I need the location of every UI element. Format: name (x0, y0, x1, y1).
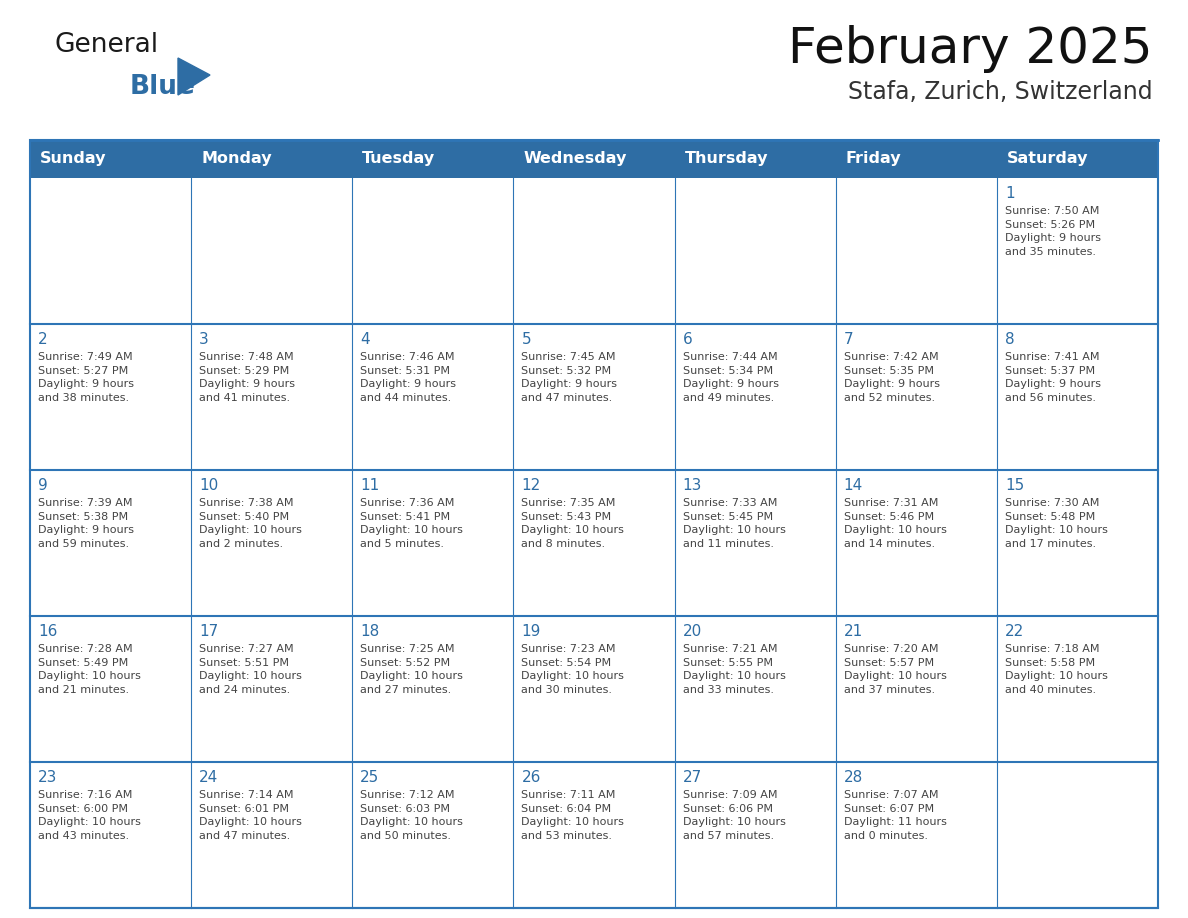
Text: 8: 8 (1005, 332, 1015, 347)
Text: Sunrise: 7:50 AM
Sunset: 5:26 PM
Daylight: 9 hours
and 35 minutes.: Sunrise: 7:50 AM Sunset: 5:26 PM Dayligh… (1005, 206, 1101, 257)
Text: 27: 27 (683, 770, 702, 785)
Text: 13: 13 (683, 478, 702, 493)
Text: Monday: Monday (201, 151, 272, 166)
Text: 14: 14 (843, 478, 862, 493)
Text: Sunrise: 7:21 AM
Sunset: 5:55 PM
Daylight: 10 hours
and 33 minutes.: Sunrise: 7:21 AM Sunset: 5:55 PM Dayligh… (683, 644, 785, 695)
Text: Sunrise: 7:39 AM
Sunset: 5:38 PM
Daylight: 9 hours
and 59 minutes.: Sunrise: 7:39 AM Sunset: 5:38 PM Dayligh… (38, 498, 134, 549)
Text: Sunday: Sunday (40, 151, 107, 166)
Text: 11: 11 (360, 478, 379, 493)
Text: Friday: Friday (846, 151, 902, 166)
Text: 3: 3 (200, 332, 209, 347)
Bar (30, 140, 1158, 908)
Text: Sunrise: 7:11 AM
Sunset: 6:04 PM
Daylight: 10 hours
and 53 minutes.: Sunrise: 7:11 AM Sunset: 6:04 PM Dayligh… (522, 790, 625, 841)
Text: Sunrise: 7:07 AM
Sunset: 6:07 PM
Daylight: 11 hours
and 0 minutes.: Sunrise: 7:07 AM Sunset: 6:07 PM Dayligh… (843, 790, 947, 841)
Text: Sunrise: 7:31 AM
Sunset: 5:46 PM
Daylight: 10 hours
and 14 minutes.: Sunrise: 7:31 AM Sunset: 5:46 PM Dayligh… (843, 498, 947, 549)
Text: Sunrise: 7:23 AM
Sunset: 5:54 PM
Daylight: 10 hours
and 30 minutes.: Sunrise: 7:23 AM Sunset: 5:54 PM Dayligh… (522, 644, 625, 695)
Text: 9: 9 (38, 478, 48, 493)
Text: 10: 10 (200, 478, 219, 493)
Text: Sunrise: 7:48 AM
Sunset: 5:29 PM
Daylight: 9 hours
and 41 minutes.: Sunrise: 7:48 AM Sunset: 5:29 PM Dayligh… (200, 352, 295, 403)
Text: Blue: Blue (129, 74, 196, 100)
Text: Sunrise: 7:18 AM
Sunset: 5:58 PM
Daylight: 10 hours
and 40 minutes.: Sunrise: 7:18 AM Sunset: 5:58 PM Dayligh… (1005, 644, 1107, 695)
Text: 18: 18 (360, 624, 379, 639)
Text: Sunrise: 7:27 AM
Sunset: 5:51 PM
Daylight: 10 hours
and 24 minutes.: Sunrise: 7:27 AM Sunset: 5:51 PM Dayligh… (200, 644, 302, 695)
Text: 16: 16 (38, 624, 57, 639)
Text: 22: 22 (1005, 624, 1024, 639)
Text: Sunrise: 7:12 AM
Sunset: 6:03 PM
Daylight: 10 hours
and 50 minutes.: Sunrise: 7:12 AM Sunset: 6:03 PM Dayligh… (360, 790, 463, 841)
Text: Sunrise: 7:38 AM
Sunset: 5:40 PM
Daylight: 10 hours
and 2 minutes.: Sunrise: 7:38 AM Sunset: 5:40 PM Dayligh… (200, 498, 302, 549)
Text: 20: 20 (683, 624, 702, 639)
Text: Sunrise: 7:49 AM
Sunset: 5:27 PM
Daylight: 9 hours
and 38 minutes.: Sunrise: 7:49 AM Sunset: 5:27 PM Dayligh… (38, 352, 134, 403)
Text: Sunrise: 7:35 AM
Sunset: 5:43 PM
Daylight: 10 hours
and 8 minutes.: Sunrise: 7:35 AM Sunset: 5:43 PM Dayligh… (522, 498, 625, 549)
Text: Wednesday: Wednesday (524, 151, 627, 166)
Text: 24: 24 (200, 770, 219, 785)
Text: 12: 12 (522, 478, 541, 493)
Text: Sunrise: 7:09 AM
Sunset: 6:06 PM
Daylight: 10 hours
and 57 minutes.: Sunrise: 7:09 AM Sunset: 6:06 PM Dayligh… (683, 790, 785, 841)
Text: 15: 15 (1005, 478, 1024, 493)
Text: 19: 19 (522, 624, 541, 639)
Text: 7: 7 (843, 332, 853, 347)
Text: 5: 5 (522, 332, 531, 347)
Text: 26: 26 (522, 770, 541, 785)
Text: Stafa, Zurich, Switzerland: Stafa, Zurich, Switzerland (848, 80, 1154, 104)
Text: 1: 1 (1005, 186, 1015, 201)
Bar (30, 140, 1158, 178)
Text: Sunrise: 7:41 AM
Sunset: 5:37 PM
Daylight: 9 hours
and 56 minutes.: Sunrise: 7:41 AM Sunset: 5:37 PM Dayligh… (1005, 352, 1101, 403)
Text: February 2025: February 2025 (789, 25, 1154, 73)
Text: 25: 25 (360, 770, 379, 785)
Text: Sunrise: 7:14 AM
Sunset: 6:01 PM
Daylight: 10 hours
and 47 minutes.: Sunrise: 7:14 AM Sunset: 6:01 PM Dayligh… (200, 790, 302, 841)
Text: Sunrise: 7:42 AM
Sunset: 5:35 PM
Daylight: 9 hours
and 52 minutes.: Sunrise: 7:42 AM Sunset: 5:35 PM Dayligh… (843, 352, 940, 403)
Text: Sunrise: 7:33 AM
Sunset: 5:45 PM
Daylight: 10 hours
and 11 minutes.: Sunrise: 7:33 AM Sunset: 5:45 PM Dayligh… (683, 498, 785, 549)
Text: Sunrise: 7:30 AM
Sunset: 5:48 PM
Daylight: 10 hours
and 17 minutes.: Sunrise: 7:30 AM Sunset: 5:48 PM Dayligh… (1005, 498, 1107, 549)
Text: Sunrise: 7:28 AM
Sunset: 5:49 PM
Daylight: 10 hours
and 21 minutes.: Sunrise: 7:28 AM Sunset: 5:49 PM Dayligh… (38, 644, 141, 695)
Text: Sunrise: 7:20 AM
Sunset: 5:57 PM
Daylight: 10 hours
and 37 minutes.: Sunrise: 7:20 AM Sunset: 5:57 PM Dayligh… (843, 644, 947, 695)
Text: Tuesday: Tuesday (362, 151, 436, 166)
Polygon shape (178, 58, 210, 95)
Text: Sunrise: 7:16 AM
Sunset: 6:00 PM
Daylight: 10 hours
and 43 minutes.: Sunrise: 7:16 AM Sunset: 6:00 PM Dayligh… (38, 790, 141, 841)
Text: 6: 6 (683, 332, 693, 347)
Text: 21: 21 (843, 624, 862, 639)
Text: 4: 4 (360, 332, 369, 347)
Text: Saturday: Saturday (1007, 151, 1088, 166)
Text: Sunrise: 7:46 AM
Sunset: 5:31 PM
Daylight: 9 hours
and 44 minutes.: Sunrise: 7:46 AM Sunset: 5:31 PM Dayligh… (360, 352, 456, 403)
Text: 2: 2 (38, 332, 48, 347)
Text: Sunrise: 7:44 AM
Sunset: 5:34 PM
Daylight: 9 hours
and 49 minutes.: Sunrise: 7:44 AM Sunset: 5:34 PM Dayligh… (683, 352, 778, 403)
Text: Thursday: Thursday (684, 151, 769, 166)
Text: General: General (55, 32, 159, 58)
Text: 17: 17 (200, 624, 219, 639)
Text: Sunrise: 7:36 AM
Sunset: 5:41 PM
Daylight: 10 hours
and 5 minutes.: Sunrise: 7:36 AM Sunset: 5:41 PM Dayligh… (360, 498, 463, 549)
Text: Sunrise: 7:25 AM
Sunset: 5:52 PM
Daylight: 10 hours
and 27 minutes.: Sunrise: 7:25 AM Sunset: 5:52 PM Dayligh… (360, 644, 463, 695)
Text: 23: 23 (38, 770, 57, 785)
Text: Sunrise: 7:45 AM
Sunset: 5:32 PM
Daylight: 9 hours
and 47 minutes.: Sunrise: 7:45 AM Sunset: 5:32 PM Dayligh… (522, 352, 618, 403)
Text: 28: 28 (843, 770, 862, 785)
